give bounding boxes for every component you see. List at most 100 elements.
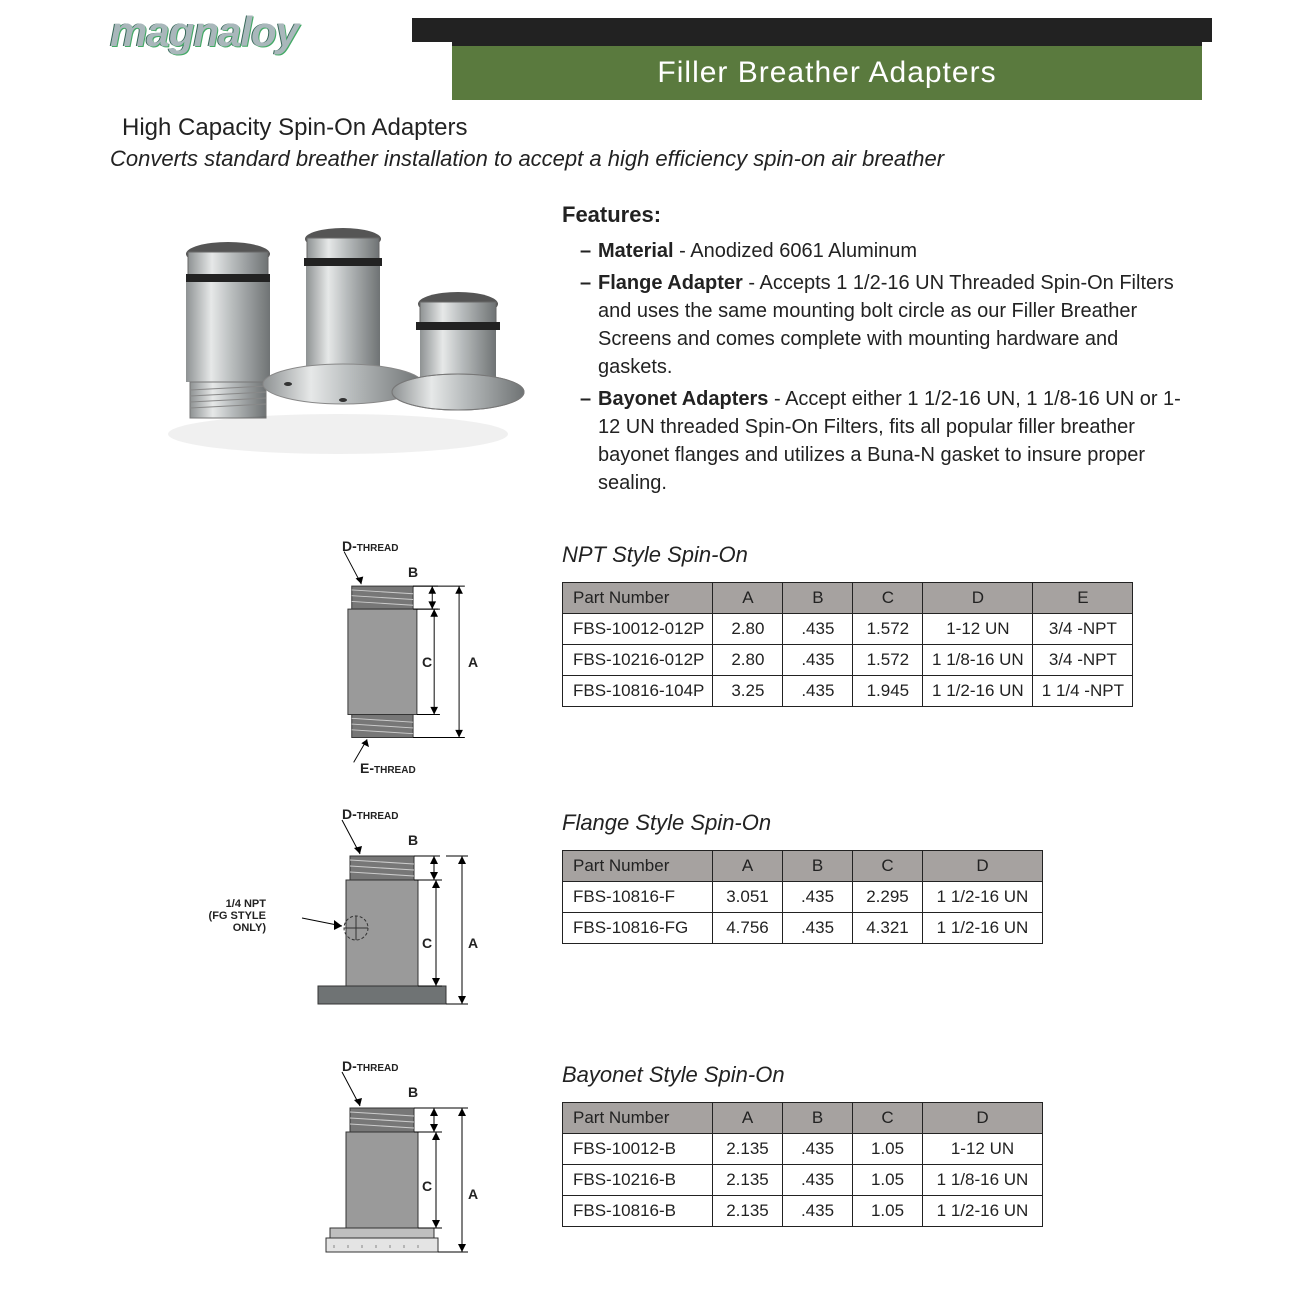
cell: .435 [783,882,853,913]
diagram-flange [242,810,542,1040]
feature-label: Flange Adapter [598,272,743,294]
diagram-npt [242,542,542,772]
table-title-bayonet: Bayonet Style Spin-On [562,1062,1182,1088]
col-b: B [783,583,853,614]
cell: 1.572 [853,614,923,645]
cell: 2.80 [713,645,783,676]
cell: 3.051 [713,882,783,913]
cell: 1.945 [853,676,923,707]
table-title-flange: Flange Style Spin-On [562,810,1182,836]
cell: 1 1/4 -NPT [1033,676,1133,707]
col-d: D [923,583,1033,614]
label-b: B [408,564,418,580]
section-npt: D-THREAD B C A E-THREAD NPT Style Spin-O… [92,542,1212,782]
col-partnumber: Part Number [563,851,713,882]
col-partnumber: Part Number [563,1103,713,1134]
diagram-bayonet [242,1062,542,1292]
section-bayonet: D-THREAD B C A Bayonet Style Spin-On Par… [92,1062,1212,1292]
cell: 3/4 -NPT [1033,645,1133,676]
cell: 1-12 UN [923,1134,1043,1165]
table-npt: Part Number A B C D E FBS-10012-012P2.80… [562,582,1133,707]
cell: .435 [783,913,853,944]
section-flange: D-THREAD B C A 1/4 NPT (FG STYLE ONLY) F… [92,810,1212,1040]
cell: FBS-10816-FG [563,913,713,944]
col-c: C [853,1103,923,1134]
col-a: A [713,1103,783,1134]
label-d: D- [342,1058,357,1074]
cell: 1 1/8-16 UN [923,1165,1043,1196]
cell: 1 1/8-16 UN [923,645,1033,676]
label-c: C [422,935,432,951]
col-c: C [853,583,923,614]
col-a: A [713,583,783,614]
label-c: C [422,654,432,670]
table-header-row: Part Number A B C D [563,1103,1043,1134]
feature-item: Flange Adapter - Accepts 1 1/2-16 UN Thr… [580,269,1182,381]
cell: FBS-10012-012P [563,614,713,645]
label-thread-small: THREAD [357,543,399,554]
top-dark-bar [412,18,1212,42]
label-d: D- [342,538,357,554]
cell: .435 [783,676,853,707]
table-bayonet: Part Number A B C D FBS-10012-B2.135.435… [562,1102,1043,1227]
col-b: B [783,1103,853,1134]
feature-item: Bayonet Adapters - Accept either 1 1/2-1… [580,385,1182,497]
cell: FBS-10216-B [563,1165,713,1196]
col-d: D [923,851,1043,882]
cell: 2.295 [853,882,923,913]
col-d: D [923,1103,1043,1134]
col-a: A [713,851,783,882]
product-photo [138,194,538,474]
feature-label: Material [598,240,674,262]
cell: FBS-10012-B [563,1134,713,1165]
cell: 2.135 [713,1134,783,1165]
page-tagline: Converts standard breather installation … [110,146,944,172]
cell: 1.05 [853,1196,923,1227]
cell: .435 [783,614,853,645]
cell: 3.25 [713,676,783,707]
feature-item: Material - Anodized 6061 Aluminum [580,237,1182,265]
page-subtitle: High Capacity Spin-On Adapters [122,114,468,142]
cell: 1.05 [853,1134,923,1165]
cell: 4.756 [713,913,783,944]
cell: FBS-10216-012P [563,645,713,676]
sidenote-line: (FG STYLE [209,910,266,922]
cell: 1 1/2-16 UN [923,882,1043,913]
table-header-row: Part Number A B C D [563,851,1043,882]
table-row: FBS-10216-B2.135.4351.051 1/8-16 UN [563,1165,1043,1196]
features-heading: Features: [562,200,1182,231]
label-a: A [468,1186,478,1202]
col-c: C [853,851,923,882]
table-row: FBS-10012-012P2.80.4351.5721-12 UN3/4 -N… [563,614,1133,645]
cell: 2.135 [713,1196,783,1227]
cell: 1 1/2-16 UN [923,1196,1043,1227]
table-row: FBS-10816-B2.135.4351.051 1/2-16 UN [563,1196,1043,1227]
cell: 1 1/2-16 UN [923,913,1043,944]
label-e-thread: E-THREAD [360,760,416,776]
cell: 1-12 UN [923,614,1033,645]
cell: .435 [783,645,853,676]
cell: 4.321 [853,913,923,944]
header-title: Filler Breather Adapters [657,56,996,90]
col-partnumber: Part Number [563,583,713,614]
label-d: D- [342,806,357,822]
header-green-bar: Filler Breather Adapters [452,42,1202,100]
feature-text: - Anodized 6061 Aluminum [674,240,918,262]
table-npt-wrap: NPT Style Spin-On Part Number A B C D E … [562,542,1182,707]
cell: 2.135 [713,1165,783,1196]
table-row: FBS-10216-012P2.80.4351.5721 1/8-16 UN3/… [563,645,1133,676]
label-d-thread: D-THREAD [342,538,398,554]
label-b: B [408,832,418,848]
table-flange: Part Number A B C D FBS-10816-F3.051.435… [562,850,1043,944]
cell: 1 1/2-16 UN [923,676,1033,707]
cell: 1.572 [853,645,923,676]
label-thread-small: THREAD [357,1063,399,1074]
table-header-row: Part Number A B C D E [563,583,1133,614]
cell: 1.05 [853,1165,923,1196]
brand-logo: magnaloy [110,8,298,56]
sidenote-line: 1/4 NPT [226,898,266,910]
label-e: E- [360,760,374,776]
label-d-thread: D-THREAD [342,1058,398,1074]
cell: 2.80 [713,614,783,645]
col-e: E [1033,583,1133,614]
